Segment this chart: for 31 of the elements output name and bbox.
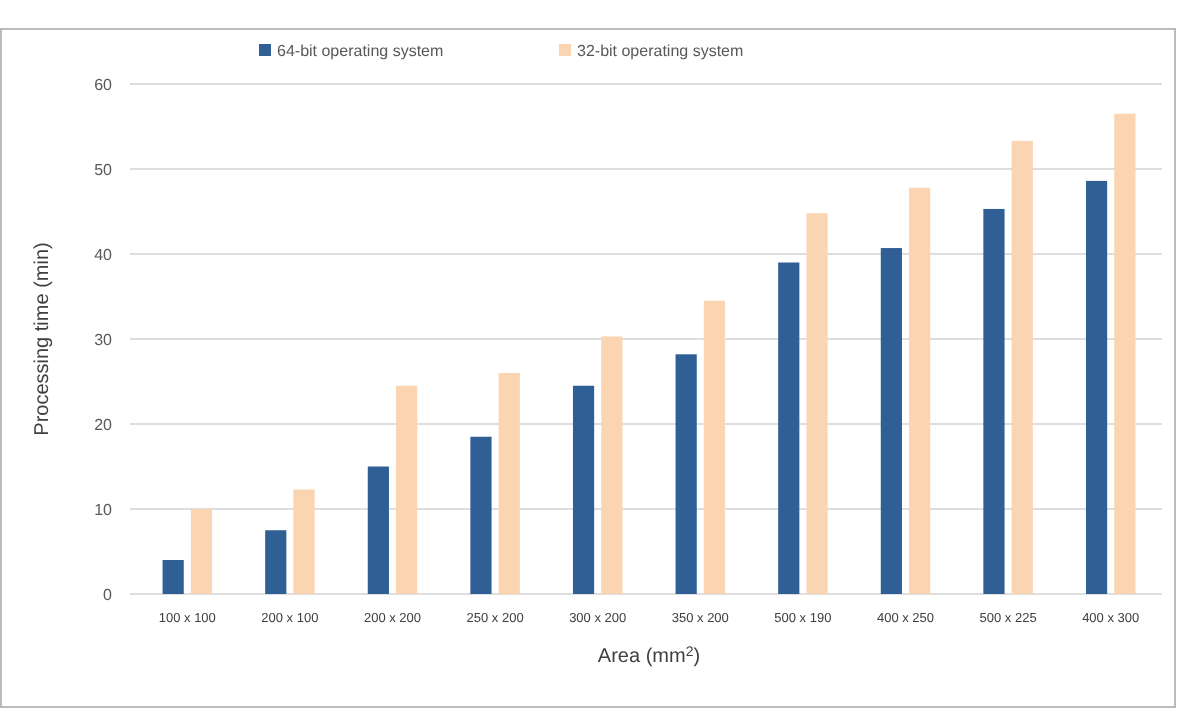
bar bbox=[396, 385, 418, 594]
bar bbox=[778, 262, 800, 594]
bar bbox=[190, 509, 213, 594]
bar bbox=[1011, 140, 1033, 594]
bar bbox=[983, 208, 1005, 594]
bar bbox=[806, 213, 828, 594]
bar bbox=[293, 489, 315, 594]
bar bbox=[703, 300, 726, 594]
bar bbox=[470, 436, 492, 594]
y-tick-label: 60 bbox=[94, 75, 114, 94]
y-tick-label: 50 bbox=[94, 160, 114, 179]
bar bbox=[498, 373, 520, 594]
bar bbox=[1114, 113, 1136, 594]
bar bbox=[601, 336, 623, 594]
bar bbox=[162, 560, 184, 594]
bar bbox=[880, 248, 902, 594]
bar bbox=[265, 530, 287, 594]
bar bbox=[675, 354, 697, 594]
y-tick-label: 10 bbox=[94, 500, 114, 519]
y-tick-label: 20 bbox=[94, 415, 114, 434]
y-axis-title: Processing time (min) bbox=[32, 242, 54, 436]
y-tick-label: 40 bbox=[94, 245, 114, 264]
bar bbox=[572, 385, 595, 594]
legend-label: 32-bit operating system bbox=[577, 42, 744, 60]
y-tick-label: 30 bbox=[94, 330, 114, 349]
bar bbox=[367, 466, 389, 594]
x-axis-title: Area (mm$^{2}$) bbox=[597, 645, 701, 668]
bar bbox=[1085, 180, 1108, 594]
bar bbox=[909, 187, 931, 594]
legend-label: 64-bit operating system bbox=[277, 42, 444, 60]
y-tick-label: 0 bbox=[103, 585, 114, 604]
